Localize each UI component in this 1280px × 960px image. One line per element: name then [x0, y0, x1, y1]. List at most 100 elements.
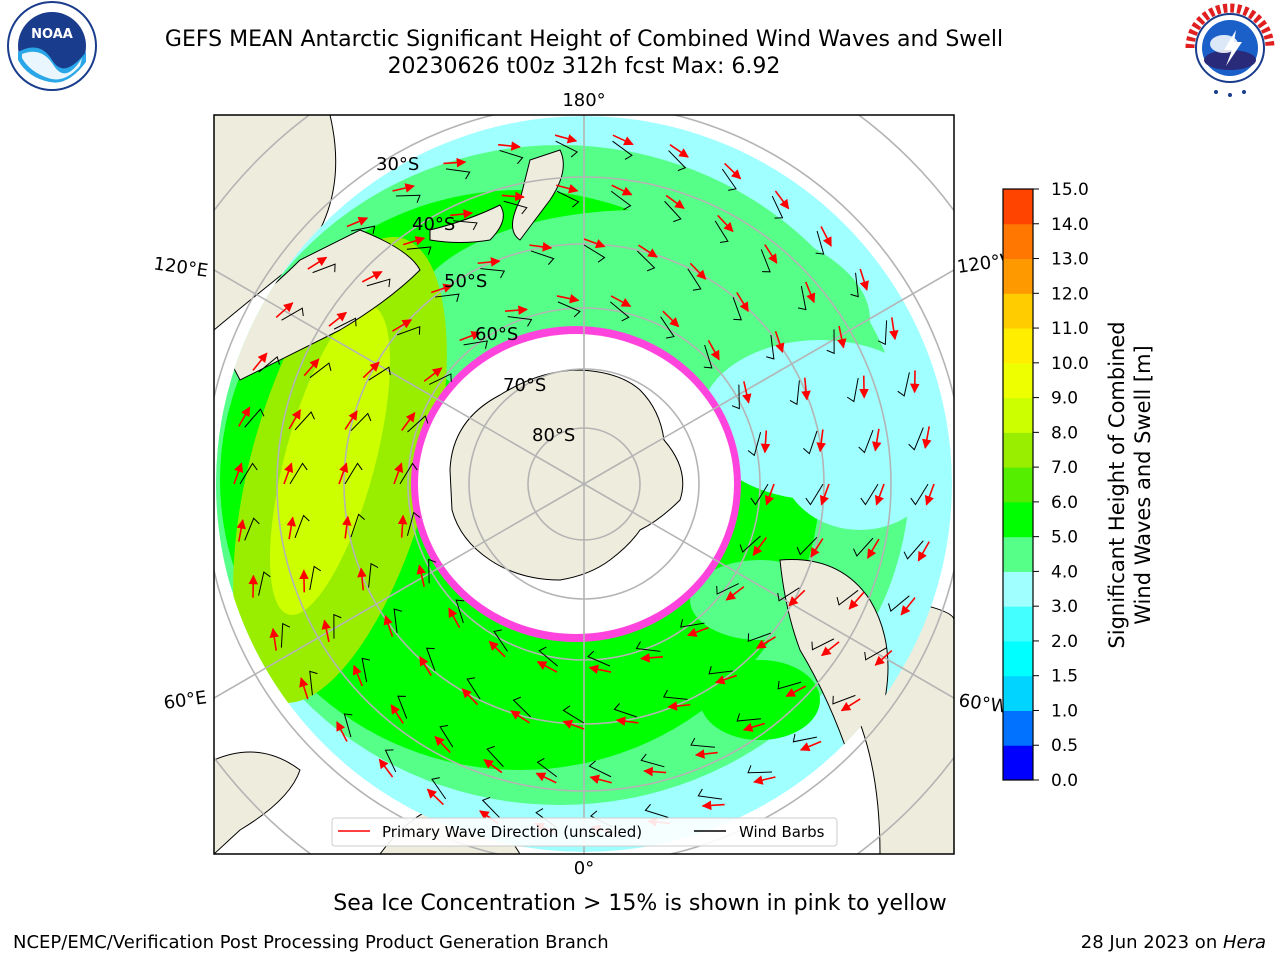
wind-barb	[766, 335, 775, 360]
noaa-logo: NOAA	[7, 1, 97, 91]
wave-direction-arrow	[583, 238, 606, 249]
wind-barb	[797, 285, 807, 311]
wind-barb	[281, 307, 304, 321]
wave-direction-arrow	[505, 305, 528, 315]
map-frame	[213, 114, 955, 855]
wave-direction-arrow	[328, 311, 347, 327]
wind-barb	[512, 696, 532, 718]
colorbar-tick-label: 5.0	[1051, 528, 1078, 548]
wave-direction-arrow	[694, 749, 718, 759]
colorbar-tick-label: 12.0	[1051, 284, 1089, 304]
wave-direction-arrow	[724, 162, 742, 180]
lat-label-70s: 70°S	[503, 375, 546, 396]
map-legend: Primary Wave Direction (unscaled) Wind B…	[331, 817, 838, 847]
lon-label-60w: 60°W	[957, 690, 1009, 718]
wave-direction-arrow	[430, 283, 454, 294]
wave-direction-arrow	[689, 262, 707, 280]
lon-label-180: 180°	[562, 90, 605, 111]
wind-barb	[721, 168, 737, 191]
wind-barb	[397, 695, 408, 719]
lon-label-120e: 120°E	[152, 253, 209, 281]
wave-direction-arrow	[362, 361, 380, 379]
wind-barb	[714, 220, 729, 243]
wind-barb	[499, 150, 524, 165]
wave-direction-arrow	[529, 242, 553, 252]
wave-direction-arrow	[922, 426, 932, 449]
wave-direction-arrow	[269, 627, 279, 651]
wind-barb	[503, 200, 528, 215]
wave-direction-arrow	[736, 292, 749, 313]
wave-direction-arrow	[443, 157, 467, 168]
wind-barb	[610, 190, 632, 211]
wave-direction-arrow	[338, 462, 349, 485]
wind-barb	[662, 689, 688, 700]
colorbar-label-line1: Significant Height of Combined	[1105, 321, 1129, 648]
wind-barb	[530, 250, 555, 265]
wind-barb	[747, 632, 771, 643]
wave-direction-arrow	[556, 293, 580, 304]
wind-barb	[239, 462, 258, 485]
wind-barb	[428, 558, 437, 584]
colorbar-tick-label: 4.0	[1051, 562, 1078, 582]
wind-barb	[587, 650, 611, 667]
wind-barb	[536, 757, 558, 778]
wind-barb	[344, 462, 363, 485]
wind-barb	[588, 760, 612, 778]
lat-label-60s: 60°S	[475, 324, 518, 345]
colorbar-tick-label: 15.0	[1051, 180, 1089, 200]
wind-barb	[832, 694, 856, 705]
wind-barb	[309, 670, 318, 696]
wind-barb	[493, 629, 508, 652]
wave-direction-arrow	[816, 429, 826, 453]
wave-direction-arrow	[638, 244, 658, 258]
wave-direction-arrow	[562, 719, 585, 730]
wind-barb	[407, 415, 429, 433]
wave-direction-arrow	[321, 619, 331, 643]
colorbar-segment	[1003, 397, 1033, 433]
colorbar-segment	[1003, 536, 1033, 572]
wave-direction-arrow	[917, 541, 930, 562]
wind-barb	[399, 462, 418, 485]
wind-barb	[294, 514, 310, 539]
wave-direction-arrow	[501, 191, 525, 202]
wind-barb	[640, 753, 665, 768]
wave-direction-arrow	[383, 614, 394, 638]
wave-direction-arrow	[392, 183, 415, 193]
wind-barb	[562, 705, 585, 724]
wind-barb	[397, 325, 421, 336]
wave-direction-arrow	[397, 514, 408, 538]
wind-barb	[777, 587, 800, 602]
wave-direction-arrow	[665, 194, 685, 210]
wind-barb	[846, 377, 859, 403]
wave-direction-arrow	[742, 722, 766, 732]
wind-barb	[455, 599, 465, 624]
wind-barb	[538, 646, 559, 667]
wave-direction-arrow	[874, 649, 893, 666]
wave-direction-arrow	[536, 660, 558, 673]
wave-direction-arrow	[760, 430, 771, 454]
colorbar-tick-label: 10.0	[1051, 354, 1089, 374]
wave-direction-arrow	[461, 688, 479, 706]
wind-barb	[858, 429, 874, 454]
footer-date-text: 28 Jun 2023 on	[1080, 932, 1223, 953]
wave-direction-arrow	[821, 641, 840, 657]
wind-barb	[258, 356, 280, 373]
wind-barb	[771, 195, 784, 219]
wave-direction-arrow	[357, 567, 367, 591]
colorbar-segment	[1003, 606, 1033, 642]
wind-barb	[431, 777, 447, 800]
wind-barb	[466, 677, 481, 700]
wave-direction-arrow	[342, 515, 352, 539]
wave-direction-arrow	[725, 586, 745, 601]
wind-barb	[910, 483, 929, 506]
lon-label-60e: 60°E	[162, 687, 208, 714]
lat-label-30s: 30°S	[376, 154, 419, 175]
wave-direction-arrow	[753, 775, 776, 785]
wave-direction-arrow	[801, 377, 811, 401]
wind-barb	[350, 412, 372, 432]
wind-barb	[805, 483, 824, 506]
colorbar-tick-label: 6.0	[1051, 493, 1078, 513]
wind-barb	[668, 150, 687, 172]
wave-direction-arrow	[764, 244, 778, 264]
wave-direction-arrow	[788, 589, 806, 607]
